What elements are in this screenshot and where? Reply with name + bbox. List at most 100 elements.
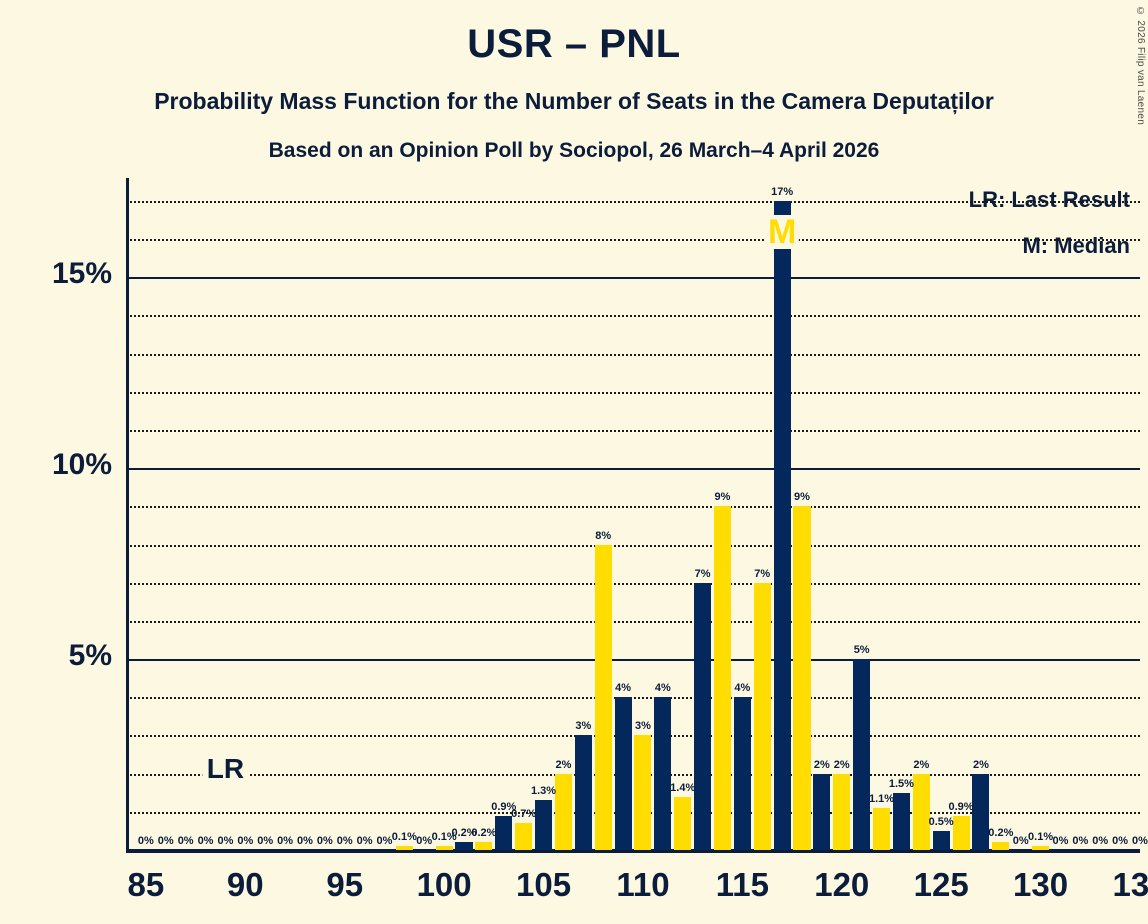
bar-label-seat-98: 0.1% bbox=[391, 831, 417, 844]
bar-label-seat-89: 0% bbox=[217, 835, 234, 847]
bar-seat-111[interactable] bbox=[654, 697, 672, 850]
bar-label-seat-122: 1.1% bbox=[868, 793, 895, 805]
x-tick-label: 105 bbox=[515, 866, 572, 903]
gridline-minor bbox=[126, 811, 1140, 814]
bar-seat-123[interactable] bbox=[892, 792, 910, 850]
y-tick-label: 15% bbox=[51, 257, 112, 291]
bar-seat-115[interactable] bbox=[733, 697, 751, 850]
bar-label-seat-87: 0% bbox=[177, 835, 194, 847]
bar-seat-127[interactable] bbox=[972, 773, 990, 850]
bar-label-seat-86: 0% bbox=[157, 835, 174, 847]
x-tick-label: 100 bbox=[416, 866, 472, 903]
bar-seat-104[interactable] bbox=[515, 823, 533, 850]
bar-label-seat-94: 0% bbox=[316, 835, 333, 847]
bar-label-seat-114: 9% bbox=[714, 491, 731, 504]
bar-seat-105[interactable] bbox=[534, 800, 553, 850]
bar-label-seat-124: 2% bbox=[913, 758, 930, 771]
bar-seat-103[interactable] bbox=[495, 815, 513, 850]
legend-median: M: Median bbox=[1022, 233, 1130, 258]
bar-seat-124[interactable] bbox=[912, 773, 930, 850]
y-axis-line bbox=[126, 178, 129, 851]
bar-seat-128[interactable] bbox=[992, 842, 1010, 850]
plot-area: 0% 0% 0% 0% 0% 0% 0% 0% 0% 0% 0% 0% 0% 0.1% 0% 0.1% 0.2%… bbox=[126, 178, 1148, 850]
bar-label-seat-115: 4% bbox=[734, 682, 751, 695]
bar-seat-130[interactable] bbox=[1032, 846, 1050, 850]
bar-seat-120[interactable] bbox=[833, 773, 851, 850]
y-tick-label: 10% bbox=[51, 448, 112, 482]
bar-label-seat-100: 0.1% bbox=[431, 831, 457, 844]
bar-label-seat-110: 3% bbox=[634, 720, 651, 733]
last-result-marker: LR bbox=[202, 753, 249, 785]
bar-label-seat-132: 0% bbox=[1072, 835, 1089, 847]
bar-label-seat-104: 0.7% bbox=[511, 808, 537, 821]
bar-label-seat-88: 0% bbox=[197, 835, 214, 847]
bar-label-seat-85: 0% bbox=[137, 835, 154, 847]
bar-seat-98[interactable] bbox=[395, 846, 413, 850]
gridline-major bbox=[126, 468, 1140, 471]
bar-seat-119[interactable] bbox=[813, 773, 831, 850]
bar-label-seat-120: 2% bbox=[833, 758, 850, 771]
bar-seat-126[interactable] bbox=[952, 815, 970, 850]
page-source-line: Based on an Opinion Poll by Sociopol, 26… bbox=[268, 139, 880, 162]
x-tick-label: 120 bbox=[814, 866, 870, 903]
gridline-minor bbox=[126, 620, 1140, 623]
gridline-minor bbox=[126, 582, 1140, 585]
bar-label-seat-126: 0.9% bbox=[948, 800, 974, 813]
gridline-minor bbox=[126, 353, 1140, 356]
bar-label-seat-125: 0.5% bbox=[928, 815, 954, 828]
bar-seat-100[interactable] bbox=[435, 846, 453, 850]
bar-seat-125[interactable] bbox=[932, 830, 950, 850]
gridline-minor bbox=[126, 735, 1140, 738]
gridline-minor bbox=[126, 391, 1140, 394]
bar-seat-108[interactable] bbox=[594, 544, 612, 850]
bar-seat-114[interactable] bbox=[713, 506, 731, 850]
bar-seat-106[interactable] bbox=[554, 773, 572, 850]
x-tick-label: 90 bbox=[226, 866, 264, 903]
bar-label-seat-105: 1.3% bbox=[530, 785, 557, 798]
bar-label-seat-109: 4% bbox=[615, 682, 631, 695]
gridline-major bbox=[126, 277, 1140, 280]
x-axis-line bbox=[126, 849, 1140, 853]
legend-last-result: LR: Last Result bbox=[968, 187, 1130, 212]
bar-label-seat-128: 0.2% bbox=[988, 827, 1014, 840]
bar-label-seat-131: 0% bbox=[1052, 835, 1069, 847]
bar-label-seat-116: 7% bbox=[754, 567, 771, 580]
gridline-minor bbox=[126, 697, 1140, 700]
bar-seat-122[interactable] bbox=[872, 808, 891, 850]
bar-label-seat-107: 3% bbox=[575, 720, 592, 733]
bar-seat-107[interactable] bbox=[574, 735, 592, 850]
copyright-notice: © 2026 Filip van Laenen bbox=[1135, 6, 1146, 126]
bar-label-seat-119: 2% bbox=[813, 758, 830, 771]
bar-seat-116[interactable] bbox=[753, 582, 771, 850]
bar-label-seat-102: 0.2% bbox=[471, 827, 497, 840]
bar-seat-112[interactable] bbox=[674, 796, 692, 850]
x-tick-label: 95 bbox=[326, 866, 364, 903]
x-tick-label: 85 bbox=[127, 866, 165, 903]
bar-label-seat-97: 0% bbox=[376, 835, 393, 847]
bar-seat-113[interactable] bbox=[694, 582, 712, 850]
gridline-major bbox=[126, 659, 1140, 662]
gridline-minor bbox=[126, 315, 1140, 318]
bar-label-seat-111: 4% bbox=[654, 682, 671, 695]
bar-seat-118[interactable] bbox=[793, 506, 811, 850]
gridline-minor bbox=[126, 544, 1140, 547]
bar-label-seat-95: 0% bbox=[336, 835, 353, 847]
bar-seat-110[interactable] bbox=[634, 735, 652, 850]
bar-seat-101[interactable] bbox=[455, 842, 473, 850]
gridline-minor bbox=[126, 506, 1140, 509]
bar-label-seat-108: 8% bbox=[595, 529, 612, 542]
gridline-minor bbox=[126, 430, 1140, 432]
bar-seat-117[interactable] bbox=[773, 200, 791, 850]
gridline-minor bbox=[126, 239, 1140, 242]
bar-label-seat-127: 2% bbox=[972, 758, 989, 771]
bar-seat-102[interactable] bbox=[475, 842, 493, 850]
bar-seat-121[interactable] bbox=[853, 659, 871, 850]
bar-label-seat-93: 0% bbox=[296, 835, 313, 847]
x-tick-label: 125 bbox=[913, 866, 969, 903]
bar-label-seat-103: 0.9% bbox=[491, 800, 517, 813]
bar-seat-109[interactable] bbox=[614, 697, 632, 850]
bar-label-seat-118: 9% bbox=[794, 491, 810, 504]
bar-label-seat-113: 7% bbox=[694, 567, 711, 580]
bar-label-seat-121: 5% bbox=[853, 644, 870, 657]
